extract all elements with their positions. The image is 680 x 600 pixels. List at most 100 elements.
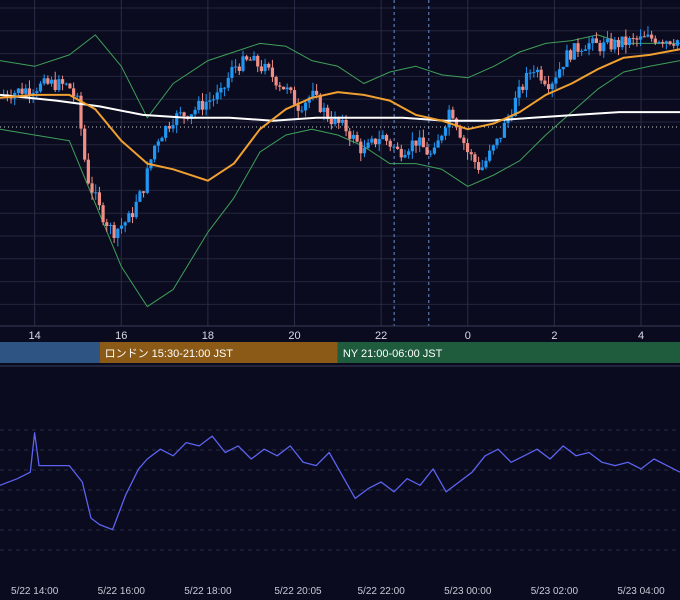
candle-up — [646, 34, 650, 37]
candle-up — [156, 141, 160, 146]
candle-up — [300, 110, 304, 112]
price-x-tick-label: 2 — [551, 330, 557, 342]
candle-up — [447, 109, 451, 128]
candle-up — [491, 145, 495, 151]
candle-up — [370, 138, 374, 143]
candle-up — [580, 50, 584, 52]
candle-down — [539, 69, 543, 81]
candle-up — [189, 114, 194, 119]
candle-up — [234, 66, 238, 68]
candle-up — [565, 50, 569, 67]
candle-up — [436, 140, 440, 148]
candle-down — [318, 94, 322, 112]
candle-down — [359, 141, 363, 154]
candle-down — [245, 56, 249, 60]
candle-down — [141, 191, 146, 193]
candle-up — [407, 151, 411, 155]
candle-up — [524, 72, 529, 90]
oscillator-x-tick-label: 5/22 22:00 — [358, 586, 406, 597]
session-london-segment — [99, 342, 338, 363]
candle-down — [624, 36, 628, 46]
candle-down — [86, 159, 90, 184]
candle-up — [591, 38, 595, 44]
candle-up — [178, 112, 182, 114]
candle-up — [362, 147, 367, 154]
price-plot-area[interactable] — [0, 26, 680, 308]
candle-up — [123, 222, 127, 226]
candle-down — [388, 140, 392, 147]
candle-down — [576, 43, 580, 52]
candle-up — [226, 77, 230, 88]
candle-down — [259, 66, 263, 72]
candle-down — [267, 63, 271, 68]
candle-down — [101, 205, 105, 223]
candle-down — [182, 112, 186, 117]
candle-down — [329, 118, 333, 125]
candle-up — [517, 86, 521, 98]
session-london-label: ロンドン 15:30-21:00 JST — [105, 348, 234, 360]
candle-up — [429, 153, 433, 155]
candle-down — [373, 138, 378, 145]
candle-down — [292, 90, 297, 105]
candle-up — [366, 142, 370, 148]
candle-down — [642, 36, 646, 38]
candle-down — [167, 126, 171, 129]
candle-up — [116, 228, 120, 238]
candle-up — [94, 192, 98, 194]
candle-up — [561, 66, 565, 70]
candle-up — [127, 213, 131, 223]
candle-up — [108, 224, 113, 226]
candle-down — [469, 152, 473, 155]
candle-down — [97, 192, 102, 206]
candle-down — [105, 222, 109, 226]
candle-up — [119, 225, 124, 229]
candle-down — [425, 147, 429, 155]
oscillator-x-tick-label: 5/23 00:00 — [444, 586, 492, 597]
candle-up — [605, 38, 610, 43]
candle-up — [502, 122, 506, 138]
candle-down — [315, 90, 319, 95]
candle-up — [197, 100, 201, 110]
candle-down — [616, 39, 621, 48]
candle-up — [443, 127, 448, 136]
candle-down — [296, 104, 300, 111]
candle-up — [418, 137, 422, 146]
oscillator-x-tick-label: 5/22 16:00 — [98, 586, 146, 597]
candle-up — [675, 40, 680, 46]
candle-down — [454, 118, 459, 128]
candle-up — [535, 69, 540, 73]
candle-up — [510, 116, 514, 118]
oscillator-plot-area[interactable] — [0, 432, 680, 531]
candle-up — [204, 101, 208, 110]
candle-up — [241, 56, 245, 71]
candle-up — [495, 138, 499, 146]
candle-down — [200, 100, 205, 110]
candle-down — [458, 127, 462, 138]
candle-up — [219, 87, 223, 93]
candle-up — [35, 91, 39, 94]
candle-up — [638, 36, 643, 40]
candle-down — [546, 84, 551, 90]
candle-up — [75, 95, 79, 97]
price-x-tick-label: 14 — [29, 330, 41, 342]
candle-down — [281, 86, 286, 90]
candle-down — [462, 137, 466, 144]
oscillator-x-tick-label: 5/22 14:00 — [11, 586, 59, 597]
candle-up — [627, 38, 632, 46]
candle-up — [602, 42, 606, 52]
price-x-tick-label: 0 — [465, 330, 471, 342]
session-tokyo-segment — [0, 342, 100, 363]
candle-down — [344, 119, 348, 132]
candle-up — [160, 137, 164, 142]
candle-up — [657, 41, 661, 43]
candle-down — [72, 88, 76, 97]
candle-down — [668, 41, 672, 45]
candle-down — [569, 50, 573, 60]
candle-up — [484, 160, 488, 168]
candle-up — [488, 150, 492, 161]
candle-up — [49, 79, 54, 84]
candle-up — [208, 100, 212, 102]
candle-down — [594, 38, 599, 43]
candle-down — [53, 79, 57, 91]
